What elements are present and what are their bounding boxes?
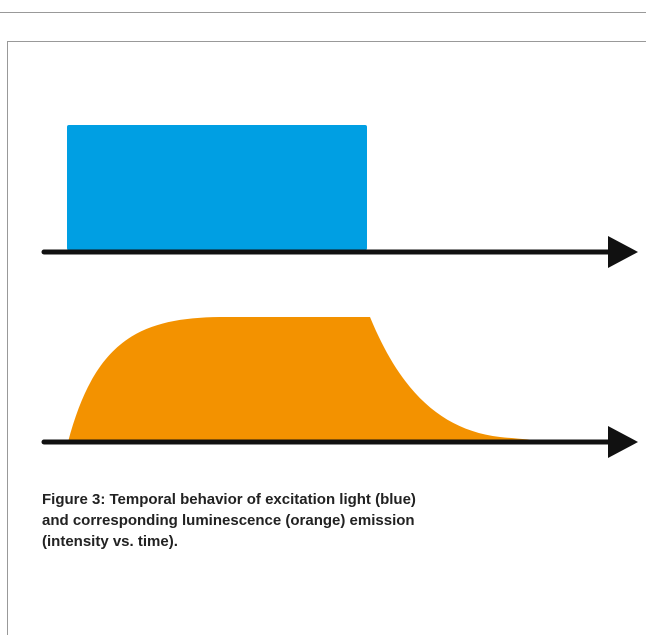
- caption-line: Figure 3: Temporal behavior of excitatio…: [42, 491, 416, 508]
- arrow-head: [608, 236, 638, 268]
- arrow-head: [608, 426, 638, 458]
- excitation-pulse: [67, 125, 367, 250]
- caption-line: and corresponding luminescence (orange) …: [42, 512, 415, 529]
- frame: [7, 41, 646, 635]
- caption-line: (intensity vs. time).: [42, 533, 178, 550]
- luminescence-curve: [68, 317, 570, 442]
